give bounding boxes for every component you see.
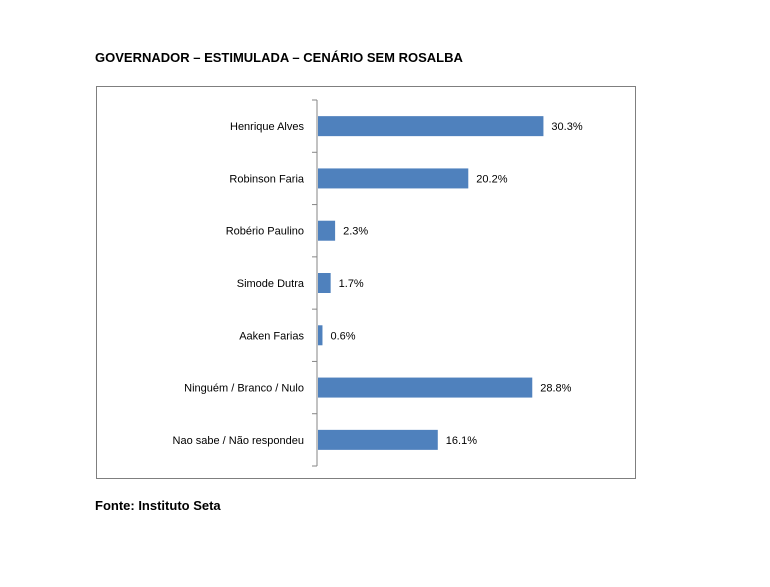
- bar: [318, 273, 331, 293]
- bar: [318, 429, 438, 450]
- category-label: Robério Paulino: [226, 226, 304, 238]
- chart-frame: [96, 86, 636, 479]
- category-label: Robinson Faria: [229, 173, 304, 185]
- bar: [318, 168, 469, 189]
- category-label: Aaken Farias: [239, 330, 304, 342]
- bar: [318, 325, 323, 346]
- data-label: 2.3%: [343, 226, 368, 238]
- bar: [318, 377, 533, 398]
- data-label: 16.1%: [446, 435, 477, 447]
- category-label: Ninguém / Branco / Nulo: [184, 383, 304, 395]
- category-label: Nao sabe / Não respondeu: [173, 435, 304, 447]
- bar: [318, 220, 336, 241]
- data-label: 28.8%: [540, 383, 571, 395]
- data-label: 1.7%: [339, 278, 364, 290]
- category-label: Henrique Alves: [230, 121, 304, 133]
- source-note: Fonte: Instituto Seta: [95, 498, 221, 513]
- chart-title: GOVERNADOR – ESTIMULADA – CENÁRIO SEM RO…: [95, 50, 463, 65]
- data-label: 20.2%: [476, 173, 507, 185]
- category-label: Simode Dutra: [237, 278, 305, 290]
- data-label: 30.3%: [551, 121, 582, 133]
- data-label: 0.6%: [330, 330, 355, 342]
- bar: [318, 116, 544, 137]
